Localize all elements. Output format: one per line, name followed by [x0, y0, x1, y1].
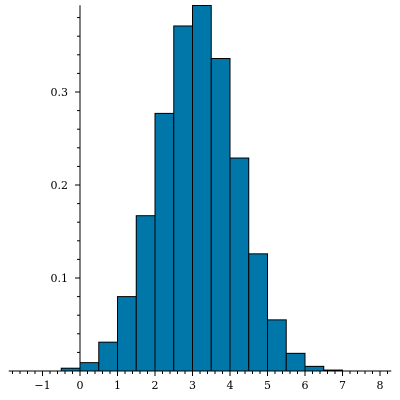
- x-tick-label: −1: [34, 379, 50, 392]
- x-tick-label: 4: [227, 379, 234, 392]
- y-tick-label: 0.2: [51, 179, 69, 192]
- histogram-bar: [285, 352, 306, 372]
- x-tick-label: 3: [189, 379, 196, 392]
- histogram-bar: [135, 215, 156, 372]
- x-tick-label: 2: [152, 379, 159, 392]
- y-tick-label: 0.3: [51, 86, 69, 99]
- histogram-bar: [173, 25, 193, 372]
- histogram-bar: [154, 112, 175, 372]
- axes-group: −1 0 1 2 3 4 5 6 7 8 0.1 0.2 0.3: [8, 5, 392, 392]
- histogram-bar: [229, 157, 250, 372]
- x-tick-label: 6: [302, 379, 309, 392]
- x-tick-label: 5: [264, 379, 271, 392]
- x-tick-label: 0: [77, 379, 84, 392]
- histogram-bar: [210, 58, 231, 372]
- histogram-bar: [98, 341, 118, 372]
- histogram-bar: [267, 319, 287, 372]
- bars-group: [60, 5, 343, 372]
- histogram-bar: [117, 296, 137, 372]
- histogram-bar: [304, 365, 325, 372]
- x-tick-label: 8: [377, 379, 384, 392]
- x-tick-label: 7: [339, 379, 346, 392]
- histogram-bar: [248, 253, 268, 372]
- y-tick-label: 0.1: [51, 272, 69, 285]
- x-tick-label: 1: [114, 379, 121, 392]
- histogram-bar: [192, 5, 212, 372]
- histogram-bar: [79, 362, 100, 372]
